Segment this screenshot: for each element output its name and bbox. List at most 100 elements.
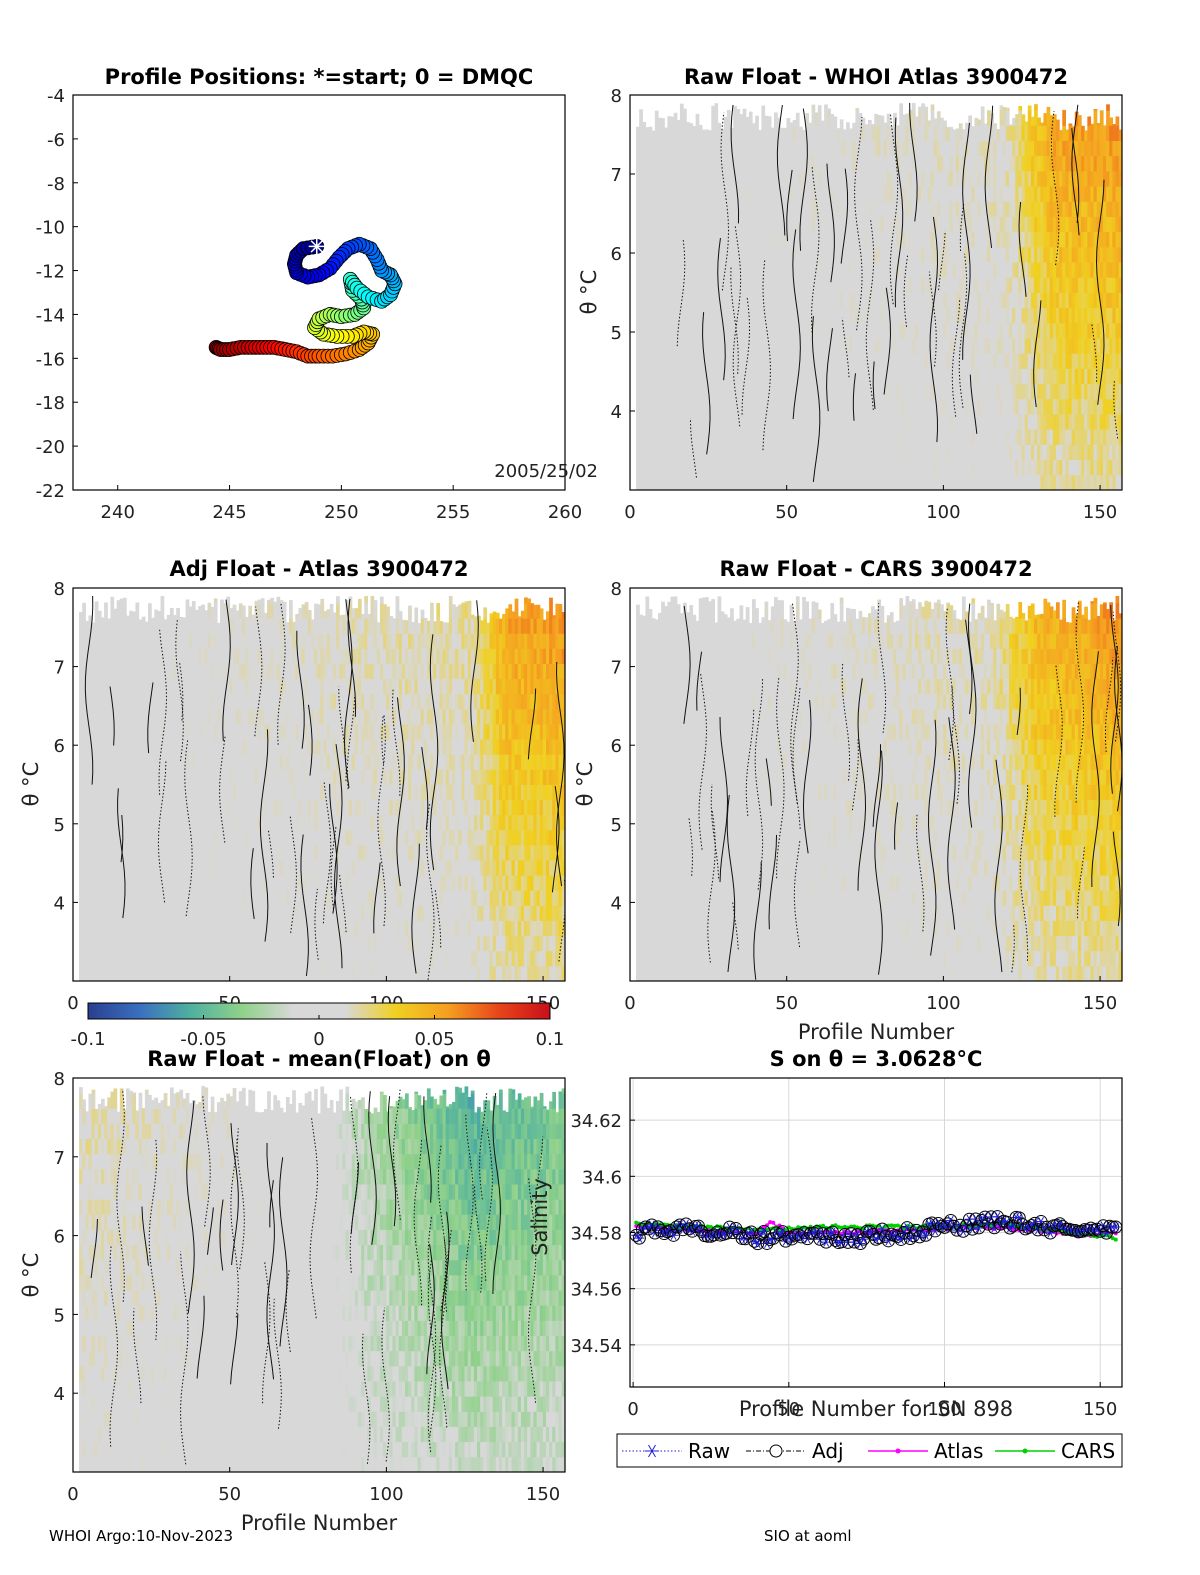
heatmap-cell — [1052, 307, 1057, 324]
heatmap-cell — [88, 693, 93, 710]
heatmap-cell — [1018, 398, 1023, 415]
heatmap-cell — [1077, 155, 1082, 172]
heatmap-cell — [820, 216, 825, 233]
heatmap-cell — [736, 109, 741, 111]
contour-line — [894, 117, 904, 308]
heatmap-cell — [141, 905, 146, 921]
heatmap-cell — [1018, 186, 1023, 202]
heatmap-cell — [698, 246, 703, 263]
heatmap-cell — [639, 109, 643, 111]
heatmap-cell — [773, 353, 778, 369]
heatmap-cell — [110, 784, 115, 801]
heatmap-cell — [176, 663, 180, 680]
heatmap-cell — [799, 398, 803, 415]
heatmap-cell — [996, 368, 1001, 385]
heatmap-cell — [676, 125, 681, 141]
heatmap-cell — [867, 231, 872, 248]
heatmap-cell — [899, 322, 904, 339]
heatmap-cell — [720, 459, 725, 476]
heatmap-cell — [104, 693, 108, 710]
heatmap-cell — [642, 398, 647, 415]
heatmap-cell — [827, 108, 831, 111]
heatmap-cell — [160, 875, 165, 891]
heatmap-cell — [135, 844, 140, 861]
heatmap-cell — [122, 935, 127, 952]
heatmap-cell — [783, 201, 788, 217]
heatmap-cell — [1005, 353, 1010, 369]
heatmap-cell — [902, 155, 907, 172]
heatmap-cell — [980, 322, 985, 339]
heatmap-cell — [1012, 292, 1016, 309]
heatmap-cell — [742, 429, 747, 445]
heatmap-cell — [1059, 277, 1063, 293]
heatmap-cell — [1096, 444, 1101, 461]
heatmap-cell — [789, 459, 794, 476]
heatmap-cell — [971, 126, 976, 141]
heatmap-cell — [799, 383, 803, 400]
heatmap-cell — [658, 322, 662, 339]
heatmap-cell — [745, 216, 750, 233]
heatmap-cell — [880, 353, 885, 369]
heatmap-cell — [1081, 429, 1085, 445]
heatmap-cell — [1021, 368, 1026, 385]
heatmap-cell — [921, 383, 925, 400]
heatmap-cell — [141, 935, 146, 952]
heatmap-cell — [817, 201, 822, 217]
heatmap-cell — [817, 429, 822, 445]
heatmap-cell — [1046, 106, 1051, 111]
heatmap-cell — [1030, 474, 1035, 490]
heatmap-cell — [1008, 383, 1013, 400]
heatmap-cell — [780, 353, 784, 369]
heatmap-cell — [723, 353, 728, 369]
heatmap-cell — [842, 322, 847, 339]
heatmap-cell — [173, 935, 177, 952]
heatmap-cell — [97, 844, 102, 861]
heatmap-cell — [902, 338, 907, 354]
heatmap-cell — [795, 262, 800, 278]
heatmap-cell — [1084, 414, 1088, 430]
heatmap-cell — [961, 246, 966, 263]
heatmap-cell — [833, 383, 838, 400]
heatmap-cell — [160, 724, 165, 740]
heatmap-cell — [767, 338, 772, 354]
heatmap-cell — [639, 398, 643, 415]
heatmap-cell — [1015, 277, 1019, 293]
heatmap-cell — [999, 246, 1004, 263]
heatmap-cell — [708, 201, 712, 217]
heatmap-cell — [173, 905, 177, 921]
heatmap-cell — [946, 140, 951, 157]
heatmap-cell — [752, 292, 756, 309]
heatmap-cell — [983, 429, 988, 445]
heatmap-cell — [720, 474, 725, 490]
heatmap-cell — [889, 201, 894, 217]
heatmap-cell — [817, 246, 822, 263]
heatmap-cell — [996, 338, 1001, 354]
heatmap-cell — [723, 231, 728, 248]
heatmap-cell — [1037, 292, 1041, 309]
heatmap-cell — [877, 170, 882, 187]
heatmap-cell — [1015, 292, 1019, 309]
heatmap-cell — [795, 414, 800, 430]
contour-line — [1091, 322, 1098, 382]
heatmap-cell — [820, 277, 825, 293]
heatmap-cell — [745, 246, 750, 263]
heatmap-cell — [980, 155, 985, 172]
heatmap-cell — [119, 663, 124, 680]
heatmap-cell — [968, 444, 972, 461]
heatmap-cell — [773, 429, 778, 445]
heatmap-cell — [918, 140, 922, 157]
heatmap-cell — [965, 122, 969, 126]
heatmap-cell — [1087, 474, 1092, 490]
heatmap-cell — [173, 965, 177, 981]
heatmap-cell — [752, 186, 756, 202]
heatmap-cell — [1024, 398, 1029, 415]
heatmap-cell — [858, 125, 863, 141]
heatmap-cell — [1002, 292, 1007, 309]
heatmap-cell — [808, 262, 813, 278]
heatmap-cell — [1102, 307, 1107, 324]
heatmap-cell — [886, 338, 891, 354]
heatmap-cell — [1125, 308, 1129, 324]
heatmap-cell — [708, 246, 712, 263]
heatmap-cell — [173, 875, 177, 891]
heatmap-cell — [987, 262, 991, 278]
